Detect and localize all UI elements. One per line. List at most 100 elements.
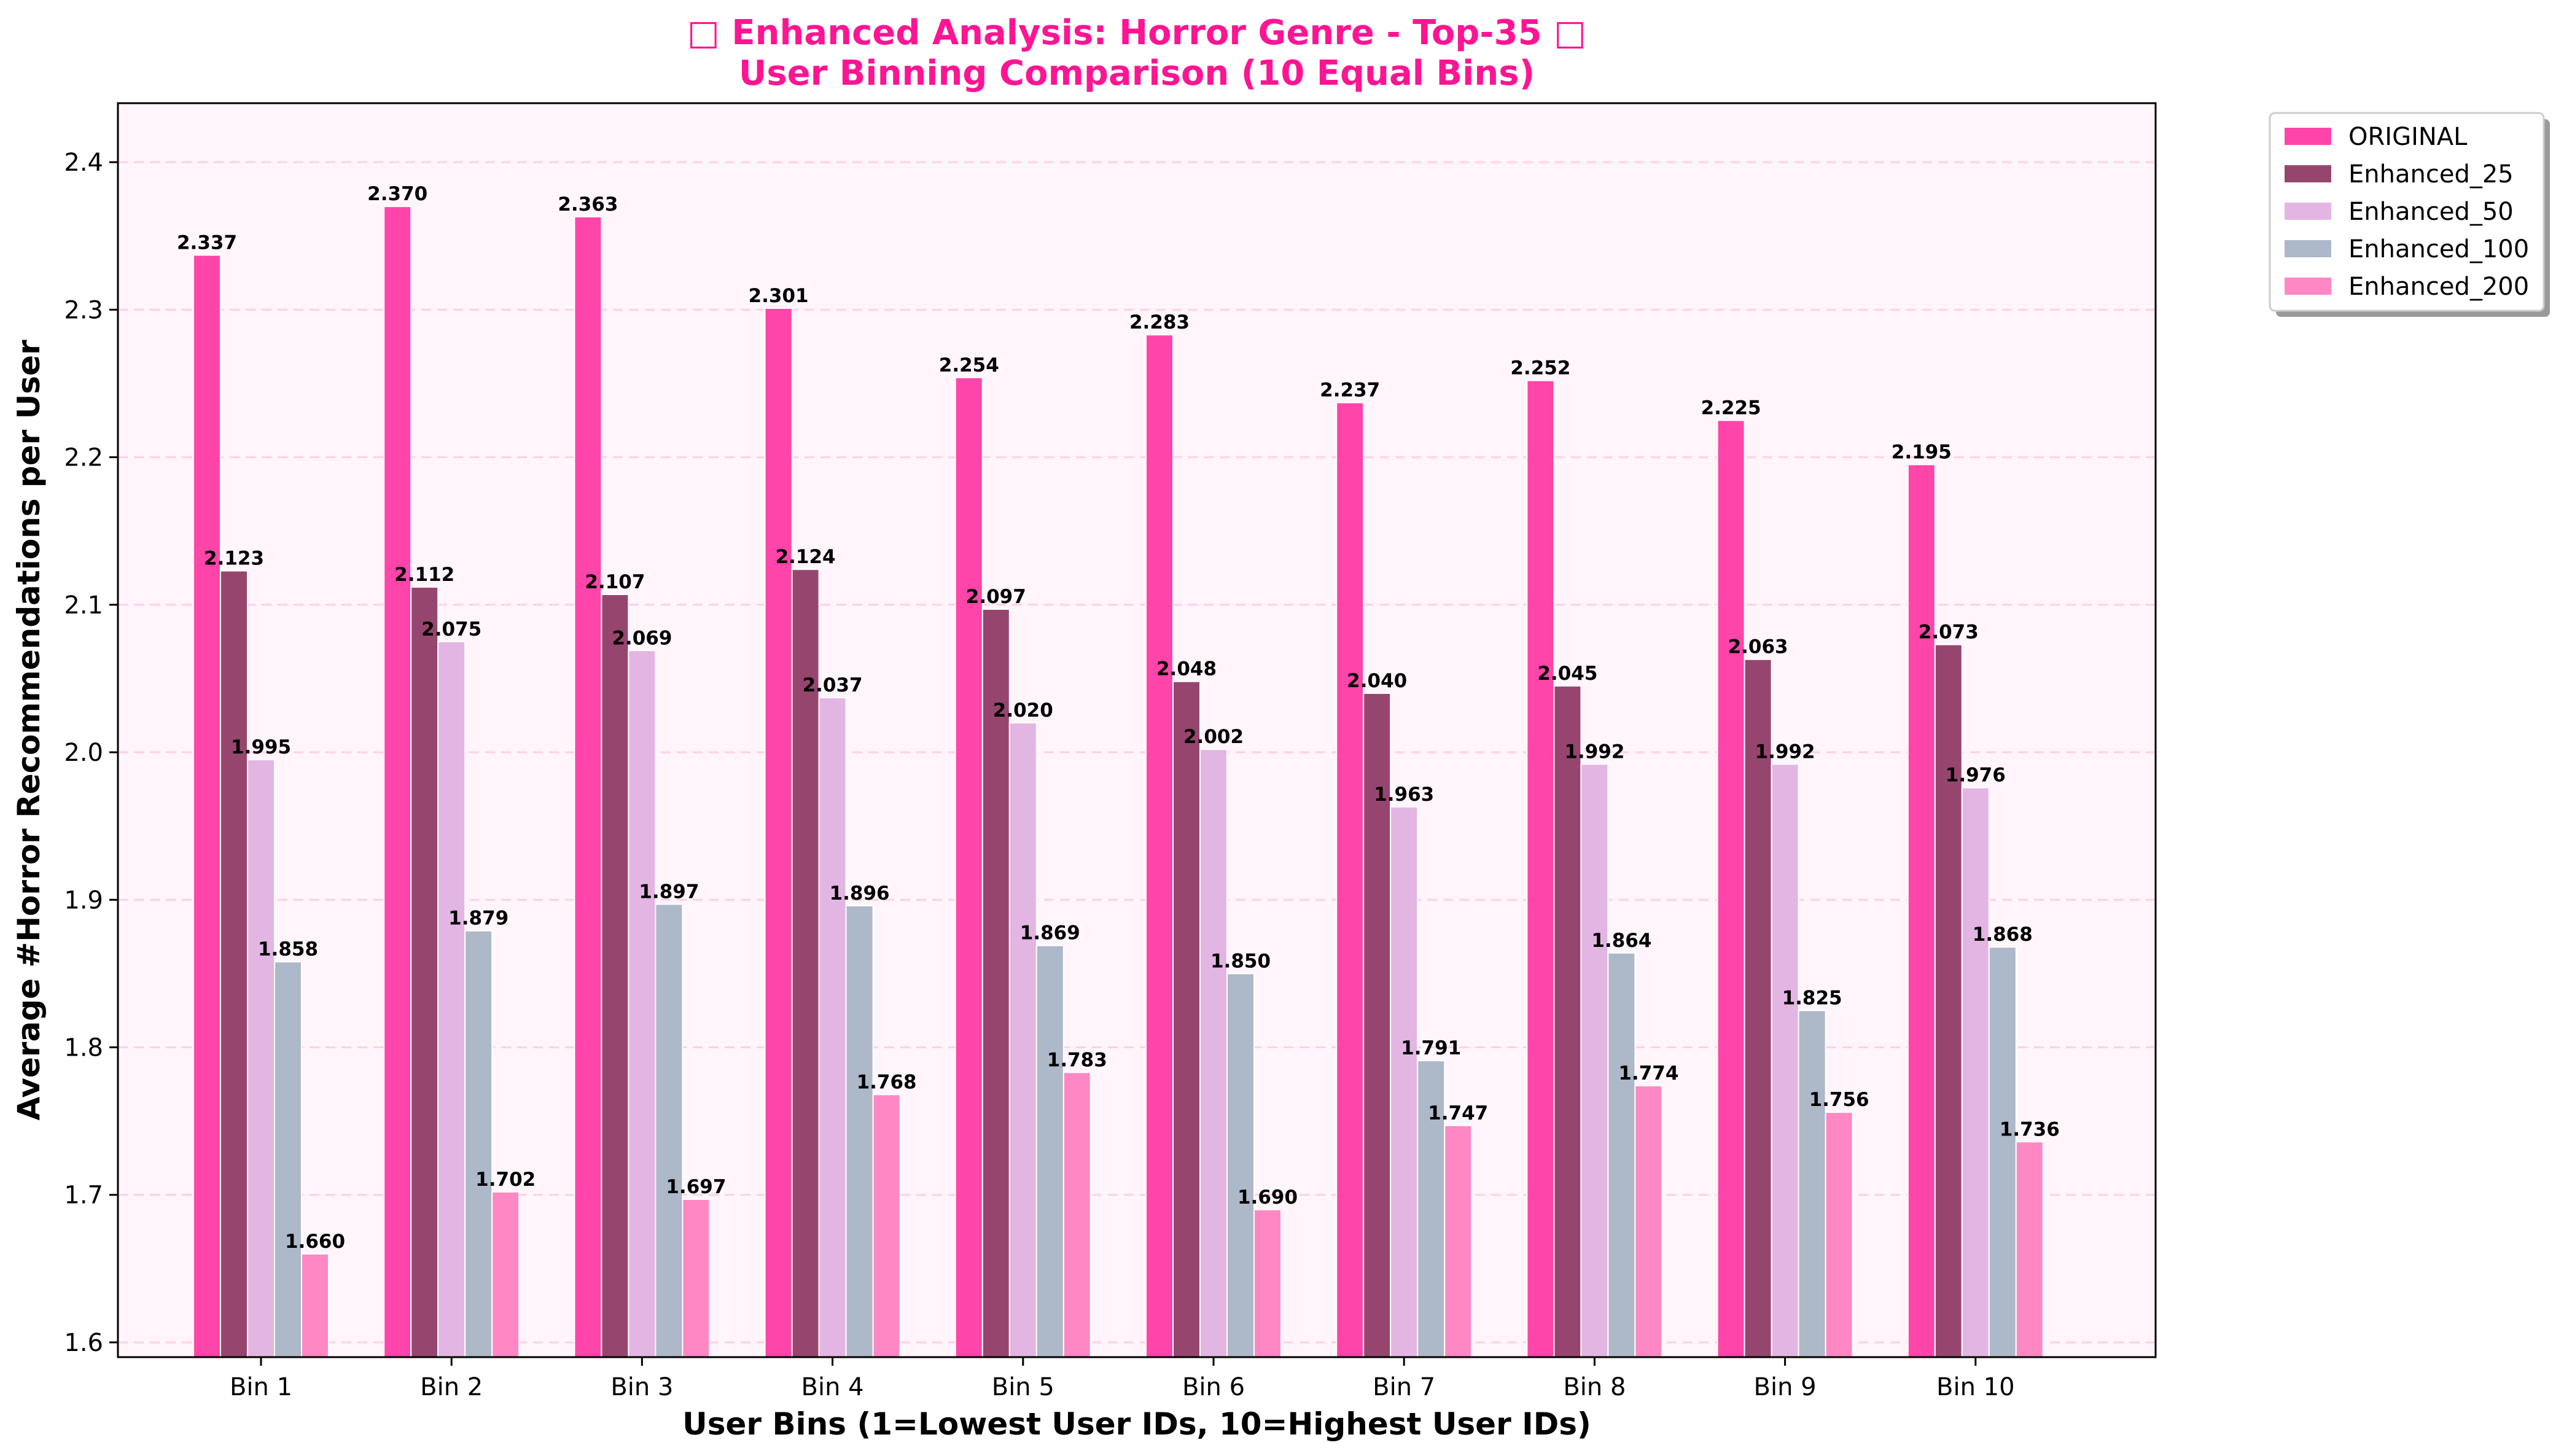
bar-enhanced-25 [1553, 685, 1582, 1358]
bar-enhanced-100 [1988, 946, 2017, 1358]
bar-enhanced-100 [274, 961, 302, 1358]
y-axis-ticks: 1.6 1.7 1.8 1.9 2.0 2.1 2.2 2.3 2.4 [64, 149, 118, 1357]
legend-swatch [2285, 203, 2331, 220]
data-label: 2.073 [1919, 621, 1979, 644]
legend-label: Enhanced_100 [2348, 235, 2529, 263]
data-label: 1.783 [1047, 1049, 1107, 1071]
bar-enhanced-100 [1607, 952, 1636, 1358]
bar-original [1336, 402, 1365, 1358]
y-tick-label: 2.4 [64, 149, 103, 177]
data-label: 1.791 [1401, 1037, 1461, 1059]
bar-enhanced-25 [1172, 680, 1201, 1358]
y-tick-label: 2.0 [64, 739, 103, 767]
x-axis-label: User Bins (1=Lowest User IDs, 10=Highest… [682, 1406, 1591, 1442]
data-label: 2.370 [367, 183, 427, 205]
data-label: 2.252 [1510, 357, 1570, 380]
data-label: 2.075 [421, 618, 481, 640]
data-label: 1.995 [231, 736, 291, 758]
bar-enhanced-25 [410, 586, 439, 1358]
data-label: 1.690 [1237, 1186, 1298, 1209]
bar-enhanced-100 [655, 903, 684, 1358]
bar-enhanced-25 [1934, 644, 1963, 1358]
bar-enhanced-50 [818, 697, 847, 1358]
bar-enhanced-200 [2015, 1141, 2044, 1358]
chart-title-line2: User Binning Comparison (10 Equal Bins) [739, 53, 1535, 93]
bar-enhanced-25 [1744, 658, 1772, 1358]
data-label: 1.864 [1591, 930, 1651, 952]
bars [193, 206, 2044, 1358]
data-label: 2.195 [1892, 442, 1952, 464]
data-label: 1.992 [1755, 741, 1815, 763]
data-label: 1.660 [285, 1231, 345, 1253]
x-tick-label: Bin 7 [1373, 1373, 1435, 1401]
data-label: 1.850 [1210, 950, 1271, 972]
x-tick-label: Bin 9 [1754, 1373, 1817, 1401]
bar-enhanced-200 [1825, 1111, 1853, 1358]
bar-enhanced-50 [628, 650, 657, 1358]
data-label: 1.825 [1782, 987, 1842, 1009]
bar-enhanced-100 [1035, 944, 1064, 1358]
data-label: 1.756 [1809, 1089, 1869, 1111]
bar-enhanced-25 [791, 569, 820, 1358]
data-label: 2.045 [1537, 663, 1597, 685]
data-label: 1.992 [1564, 741, 1624, 763]
bar-enhanced-200 [1634, 1084, 1663, 1358]
data-label: 1.869 [1020, 922, 1080, 944]
data-label: 1.976 [1946, 765, 2006, 787]
data-label: 1.697 [666, 1176, 726, 1198]
bar-original [954, 376, 983, 1358]
data-label: 2.107 [585, 571, 645, 593]
bar-enhanced-200 [491, 1191, 520, 1358]
data-label: 2.283 [1129, 311, 1190, 333]
y-tick-label: 1.7 [64, 1182, 103, 1210]
x-axis-ticks: Bin 1 Bin 2 Bin 3 Bin 4 Bin 5 Bin 6 Bin 7 Bin 8… [230, 1357, 2015, 1401]
data-label: 2.037 [803, 674, 863, 696]
bar-enhanced-200 [682, 1198, 711, 1358]
bar-original [1716, 419, 1745, 1358]
legend-label: ORIGINAL [2348, 123, 2468, 151]
data-label: 2.363 [558, 193, 618, 216]
bar-enhanced-200 [1062, 1072, 1091, 1358]
data-label: 2.337 [177, 232, 237, 254]
bar-enhanced-25 [1363, 692, 1392, 1358]
y-axis-label: Average #Horror Recommendations per User [11, 340, 47, 1121]
y-tick-label: 1.6 [64, 1329, 103, 1357]
y-tick-label: 2.1 [64, 591, 103, 620]
data-label: 1.736 [2000, 1118, 2060, 1140]
legend-box [2269, 112, 2545, 312]
data-label: 1.747 [1428, 1102, 1488, 1124]
x-tick-label: Bin 8 [1563, 1373, 1626, 1401]
x-tick-label: Bin 1 [230, 1373, 292, 1401]
bar-original [764, 307, 793, 1358]
bar-enhanced-50 [1961, 787, 1990, 1358]
bar-enhanced-100 [845, 905, 874, 1358]
bar-enhanced-100 [1226, 973, 1255, 1358]
x-tick-label: Bin 2 [420, 1373, 483, 1401]
data-label: 1.702 [475, 1169, 536, 1191]
legend: ORIGINAL Enhanced_25 Enhanced_50 Enhanced_1… [2269, 112, 2550, 317]
bar-enhanced-25 [981, 609, 1010, 1358]
legend-swatch [2285, 165, 2331, 182]
data-label: 1.963 [1374, 784, 1434, 806]
bar-enhanced-25 [220, 570, 248, 1358]
bar-original [1145, 334, 1174, 1358]
data-label: 2.002 [1183, 726, 1244, 748]
y-tick-label: 2.2 [64, 444, 103, 472]
bar-enhanced-100 [464, 930, 493, 1358]
legend-label: Enhanced_50 [2348, 198, 2514, 226]
bar-enhanced-50 [1199, 749, 1228, 1358]
legend-swatch [2285, 278, 2331, 295]
data-label: 2.069 [612, 627, 672, 649]
bar-original [193, 254, 221, 1358]
data-label: 1.897 [639, 881, 699, 903]
data-label: 1.858 [258, 938, 318, 960]
x-tick-label: Bin 6 [1182, 1373, 1245, 1401]
data-label: 2.225 [1701, 397, 1761, 419]
bar-enhanced-50 [1390, 806, 1419, 1358]
bar-enhanced-50 [1008, 722, 1037, 1358]
x-tick-label: Bin 10 [1936, 1373, 2015, 1401]
legend-label: Enhanced_25 [2348, 160, 2514, 189]
data-labels: 2.337 2.123 1.995 1.858 1.660 2.370 2.112 2.075… [177, 183, 2060, 1253]
data-label: 1.868 [1973, 924, 2033, 946]
